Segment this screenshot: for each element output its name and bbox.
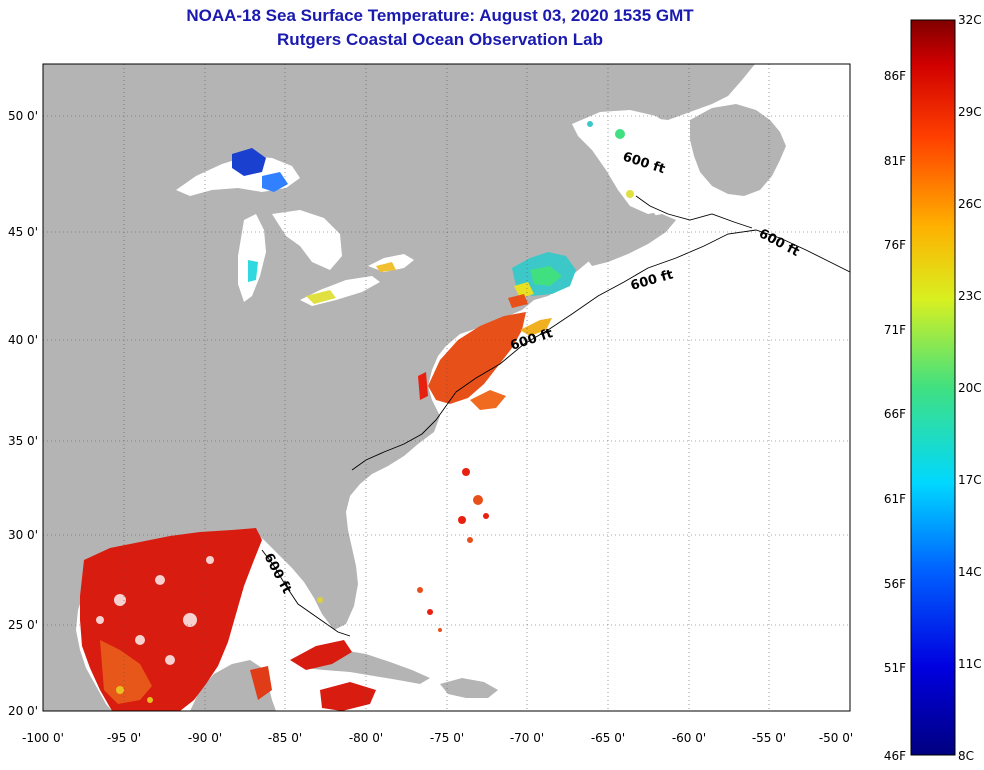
colorbar [910, 19, 956, 756]
colorbar-fahrenheit-label: 46F [884, 749, 906, 763]
colorbar-celsius-label: 29C [958, 105, 982, 119]
gulf-stream-sst [317, 121, 634, 632]
colorbar-fahrenheit-label: 56F [884, 577, 906, 591]
lake-michigan [238, 214, 266, 302]
nova-scotia-land [582, 214, 676, 266]
longitude-tick-label: -50 0' [819, 731, 853, 745]
latitude-tick-label: 35 0' [8, 434, 38, 448]
longitude-tick-label: -75 0' [430, 731, 464, 745]
colorbar-fahrenheit-label: 86F [884, 69, 906, 83]
latitude-tick-label: 20 0' [8, 704, 38, 718]
latitude-tick-label: 40 0' [8, 333, 38, 347]
longitude-tick-label: -85 0' [268, 731, 302, 745]
colorbar-celsius-label: 32C [958, 13, 982, 27]
caribbean-sst [250, 640, 376, 711]
colorbar-fahrenheit-label: 51F [884, 661, 906, 675]
longitude-tick-label: -100 0' [22, 731, 64, 745]
longitude-tick-label: -95 0' [107, 731, 141, 745]
gulf-of-maine-sst [508, 252, 576, 308]
north-america-land [43, 64, 755, 711]
map-title: NOAA-18 Sea Surface Temperature: August … [186, 6, 694, 25]
depth-contours [261, 195, 850, 637]
colorbar-fahrenheit-label: 71F [884, 323, 906, 337]
lake-sst [232, 148, 396, 304]
gulf-of-st-lawrence [572, 110, 696, 214]
graticule [43, 64, 850, 711]
newfoundland-land [690, 104, 786, 196]
colorbar-fahrenheit-label: 76F [884, 238, 906, 252]
latitude-tick-label: 50 0' [8, 109, 38, 123]
latitude-tick-label: 45 0' [8, 225, 38, 239]
longitude-tick-label: -90 0' [188, 731, 222, 745]
colorbar-celsius-label: 14C [958, 565, 982, 579]
longitude-tick-label: -70 0' [510, 731, 544, 745]
gulf-of-mexico-sst [80, 528, 262, 711]
longitude-tick-label: -80 0' [349, 731, 383, 745]
colorbar-fahrenheit-label: 61F [884, 492, 906, 506]
longitude-axis: -100 0' -95 0' -90 0' -85 0' -80 0' -75 … [22, 731, 853, 745]
hispaniola-land [440, 678, 498, 698]
colorbar-celsius-label: 17C [958, 473, 982, 487]
lake-huron [272, 210, 342, 270]
longitude-tick-label: -55 0' [752, 731, 786, 745]
colorbar-fahrenheit-labels: 86F 81F 76F 71F 66F 61F 56F 51F 46F [884, 69, 906, 763]
longitude-tick-label: -65 0' [591, 731, 625, 745]
colorbar-fahrenheit-label: 66F [884, 407, 906, 421]
map-frame [42, 63, 851, 712]
latitude-tick-label: 30 0' [8, 528, 38, 542]
longitude-tick-label: -60 0' [672, 731, 706, 745]
colorbar-celsius-label: 23C [958, 289, 982, 303]
colorbar-fahrenheit-label: 81F [884, 154, 906, 168]
colorbar-celsius-label: 26C [958, 197, 982, 211]
colorbar-celsius-label: 20C [958, 381, 982, 395]
latitude-axis: 50 0' 45 0' 40 0' 35 0' 30 0' 25 0' 20 0… [8, 109, 38, 718]
map-subtitle: Rutgers Coastal Ocean Observation Lab [277, 30, 603, 49]
colorbar-celsius-label: 11C [958, 657, 982, 671]
colorbar-celsius-label: 8C [958, 749, 974, 763]
colorbar-celsius-labels: 32C 29C 26C 23C 20C 17C 14C 11C 8C [958, 13, 982, 763]
latitude-tick-label: 25 0' [8, 618, 38, 632]
mid-atlantic-sst [418, 312, 552, 410]
